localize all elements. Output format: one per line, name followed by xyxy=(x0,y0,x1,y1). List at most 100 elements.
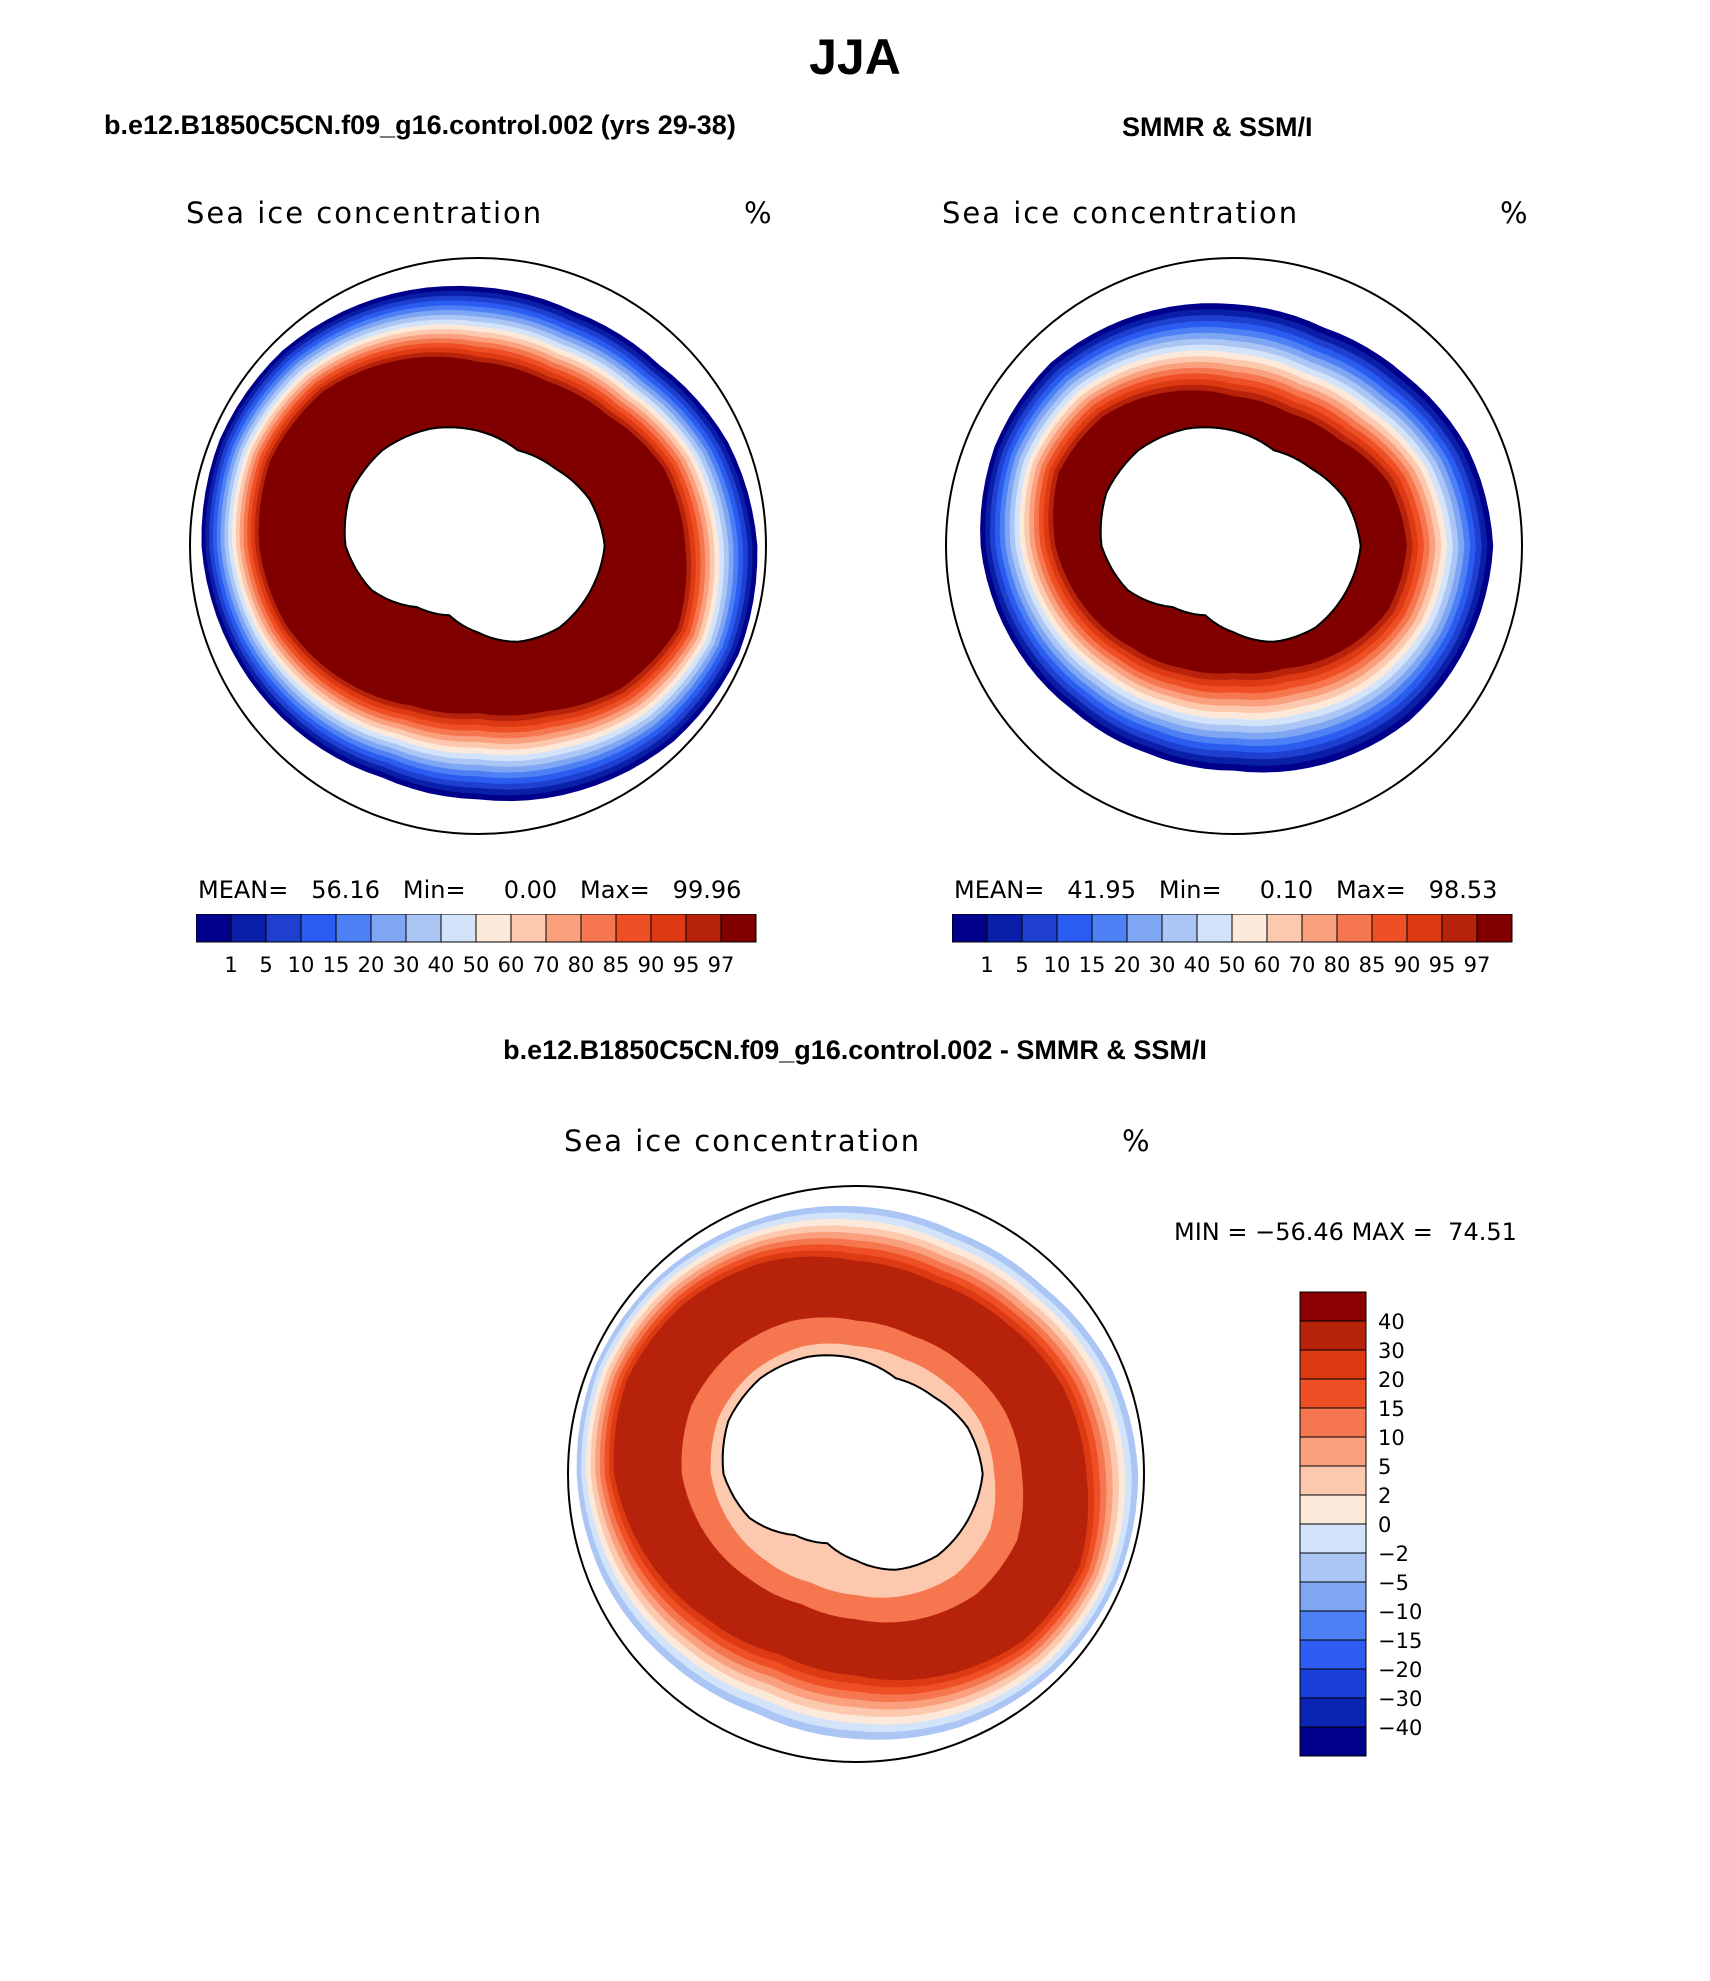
panel-3-colorbar-tick: 2 xyxy=(1378,1484,1391,1508)
panel-2-colorbar: 1 5 10 15 20 30 40 50 60 70 80 85 90 95 97 xyxy=(952,914,1513,977)
panel-3-min: −56.46 xyxy=(1255,1218,1344,1246)
panel-3-colorbar-tick: 40 xyxy=(1378,1310,1405,1334)
panel-1-colorbar-tick: 97 xyxy=(708,953,735,977)
panel-3-colorbar-tick: −20 xyxy=(1378,1658,1422,1682)
panel-2-colorbar-swatch xyxy=(1441,914,1478,943)
panel-3-colorbar-swatch xyxy=(1299,1523,1367,1554)
panel-3-colorbar-swatch xyxy=(1299,1668,1367,1699)
panel-3-colorbar-tick: 20 xyxy=(1378,1368,1405,1392)
panel-1-map-border xyxy=(189,257,767,835)
panel-3-max-label: MAX = xyxy=(1351,1218,1433,1246)
panel-3-colorbar-swatch xyxy=(1299,1610,1367,1641)
panel-2-colorbar-swatch xyxy=(986,914,1023,943)
panel-3-colorbar-tick: −10 xyxy=(1378,1600,1422,1624)
panel-3-colorbar-swatch xyxy=(1299,1320,1367,1351)
panel-3-colorbar-swatch xyxy=(1299,1581,1367,1612)
panel-1-mean-label: MEAN= xyxy=(198,876,289,904)
panel-2-colorbar-tick: 40 xyxy=(1184,953,1211,977)
panel-2-units: % xyxy=(1500,196,1530,230)
panel-2-colorbar-swatch xyxy=(1056,914,1093,943)
panel-2-colorbar-swatch xyxy=(1476,914,1513,943)
panel-1-colorbar-tick: 40 xyxy=(428,953,455,977)
panel-1-colorbar-swatch xyxy=(685,914,722,943)
panel-1-colorbar-swatch xyxy=(265,914,302,943)
panel-1-colorbar-tick: 70 xyxy=(533,953,560,977)
panel-3-colorbar-tick: −5 xyxy=(1378,1571,1409,1595)
panel-3-colorbar-swatch xyxy=(1299,1639,1367,1670)
panel-2-colorbar-swatch xyxy=(1231,914,1268,943)
panel-3-colorbar-swatch xyxy=(1299,1494,1367,1525)
panel-1-colorbar-swatch xyxy=(545,914,582,943)
panel-2-map-border xyxy=(945,257,1523,835)
panel-1-colorbar-tick: 80 xyxy=(568,953,595,977)
panel-1-field-label: Sea ice concentration xyxy=(186,196,544,230)
panel-2-max: 98.53 xyxy=(1428,876,1498,904)
panel-2-colorbar-swatch xyxy=(1161,914,1198,943)
panel-3-colorbar-tick: −15 xyxy=(1378,1629,1422,1653)
panel-1-colorbar-tick: 95 xyxy=(673,953,700,977)
panel-2-mean: 41.95 xyxy=(1067,876,1136,904)
panel-3-field-label: Sea ice concentration xyxy=(564,1124,922,1158)
panel-1-min: 0.00 xyxy=(503,876,558,904)
panel-1-colorbar-tick: 30 xyxy=(393,953,420,977)
panel-2-antarctica-land xyxy=(1099,426,1362,643)
panel-3-minmax: MIN = −56.46 MAX = 74.51 xyxy=(1174,1218,1517,1246)
panel-1-colorbar-tick: 20 xyxy=(358,953,385,977)
panel-3-colorbar-swatch xyxy=(1299,1552,1367,1583)
panel-3-colorbar-tick: −40 xyxy=(1378,1716,1422,1740)
panel-2-colorbar-tick: 10 xyxy=(1044,953,1071,977)
panel-3-colorbar-swatch xyxy=(1299,1291,1367,1322)
panel-2-field-label: Sea ice concentration xyxy=(942,196,1300,230)
panel-1-colorbar-swatch xyxy=(230,914,267,943)
panel-1-mean: 56.16 xyxy=(311,876,380,904)
panel-1-colorbar-swatch xyxy=(720,914,757,943)
panel-2-colorbar-swatch xyxy=(1091,914,1128,943)
panel-2-colorbar-swatch xyxy=(952,914,988,943)
panel-1-colorbar-tick: 90 xyxy=(638,953,665,977)
panel-2-colorbar-tick: 5 xyxy=(1015,953,1028,977)
panel-2-colorbar-tick: 97 xyxy=(1464,953,1491,977)
panel-2-polar-map xyxy=(945,257,1523,835)
panel-3-colorbar-tick: 5 xyxy=(1378,1455,1391,1479)
panel-3-colorbar-swatch xyxy=(1299,1349,1367,1380)
panel-3-colorbar-swatch xyxy=(1299,1697,1367,1728)
panel-2-colorbar-tick: 90 xyxy=(1394,953,1421,977)
panel-1-colorbar-swatch xyxy=(335,914,372,943)
panel-1-colorbar-tick: 85 xyxy=(603,953,630,977)
panel-1-colorbar-swatch xyxy=(510,914,547,943)
panel-3-colorbar-tick: 30 xyxy=(1378,1339,1405,1363)
panel-1-colorbar-swatch xyxy=(440,914,477,943)
panel-3-title: b.e12.B1850C5CN.f09_g16.control.002 - SM… xyxy=(503,1035,1207,1065)
panel-3-colorbar-tick: 10 xyxy=(1378,1426,1405,1450)
panel-2-colorbar-tick: 50 xyxy=(1219,953,1246,977)
panel-3-colorbar-swatch xyxy=(1299,1407,1367,1438)
panel-2-colorbar-swatch xyxy=(1406,914,1443,943)
panel-1-colorbar: 1 5 10 15 20 30 40 50 60 70 80 85 90 95 97 xyxy=(196,914,757,977)
panel-1-colorbar-swatch xyxy=(370,914,407,943)
panel-2-min-label: Min= xyxy=(1158,876,1222,904)
panel-2-colorbar-swatch xyxy=(1266,914,1303,943)
panel-1-colorbar-swatch xyxy=(615,914,652,943)
page-title: JJA xyxy=(809,29,901,85)
panel-1-stats: MEAN= 56.16 Min= 0.00 Max= 99.96 xyxy=(198,876,741,904)
panel-1-colorbar-tick: 10 xyxy=(288,953,315,977)
panel-1-colorbar-tick: 15 xyxy=(323,953,350,977)
panel-3-colorbar-tick: −30 xyxy=(1378,1687,1422,1711)
panel-2-stats: MEAN= 41.95 Min= 0.10 Max= 98.53 xyxy=(954,876,1497,904)
panel-2-colorbar-tick: 70 xyxy=(1289,953,1316,977)
panel-2-colorbar-swatch xyxy=(1301,914,1338,943)
panel-2-colorbar-swatch xyxy=(1021,914,1058,943)
panel-2-colorbar-tick: 60 xyxy=(1254,953,1281,977)
panel-3-colorbar-swatch xyxy=(1299,1436,1367,1467)
panel-2-mean-label: MEAN= xyxy=(954,876,1045,904)
panel-3-colorbar-tick: −2 xyxy=(1378,1542,1409,1566)
panel-3-antarctica-land xyxy=(721,1354,984,1571)
panel-1-title: b.e12.B1850C5CN.f09_g16.control.002 (yrs… xyxy=(104,110,736,140)
panel-2-colorbar-tick: 80 xyxy=(1324,953,1351,977)
panel-3-colorbar-tick: 0 xyxy=(1378,1513,1391,1537)
panel-2-colorbar-tick: 85 xyxy=(1359,953,1386,977)
panel-3-colorbar-swatch xyxy=(1299,1465,1367,1496)
panel-1-colorbar-swatch xyxy=(300,914,337,943)
panel-1-max-label: Max= xyxy=(580,876,650,904)
panel-2-colorbar-swatch xyxy=(1196,914,1233,943)
